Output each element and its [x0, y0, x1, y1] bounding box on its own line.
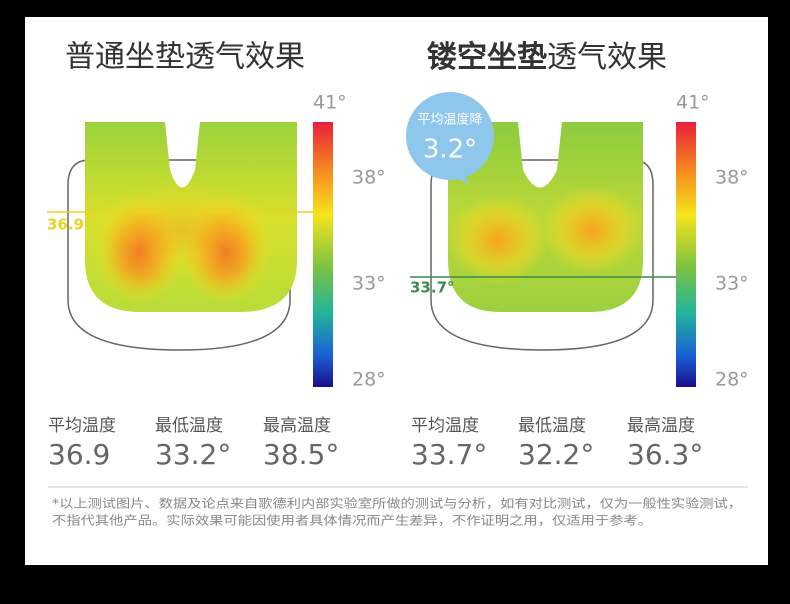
panel-title-rest: 透气效果	[547, 40, 667, 75]
marker-label: 36.9°	[47, 216, 92, 234]
scale-label: 28°	[715, 369, 749, 391]
scale-label: 28°	[352, 369, 386, 391]
color-bar	[676, 122, 696, 387]
seat-outline	[430, 159, 654, 351]
color-bar	[313, 122, 333, 387]
stat-label: 平均温度	[48, 416, 116, 436]
stat-value: 32.2°	[518, 438, 594, 471]
scale-label: 38°	[352, 167, 386, 189]
scale-label: 38°	[715, 167, 749, 189]
scale-label: 41°	[313, 92, 347, 114]
badge-circle	[406, 92, 494, 180]
badge-label: 平均温度降	[417, 112, 482, 128]
stat-value: 38.5°	[263, 438, 339, 471]
stat-value: 36.9	[48, 438, 110, 471]
stat-label: 平均温度	[411, 416, 479, 436]
stat-label: 最高温度	[263, 416, 331, 436]
stat-label: 最低温度	[518, 416, 586, 436]
stat-value: 36.3°	[627, 438, 703, 471]
stat-value: 33.7°	[411, 438, 487, 471]
scale-label: 33°	[715, 273, 749, 295]
heatmap	[448, 122, 643, 312]
scale-label: 41°	[676, 92, 710, 114]
panel-title: 镂空坐垫透气效果	[427, 40, 667, 75]
badge: 平均温度降 3.2°	[406, 92, 494, 185]
panel-title: 普通坐垫透气效果	[65, 40, 305, 75]
footnote: 不指代其他产品。实际效果可能因使用者具体情况而产生差异，不作证明之用，仅适用于参…	[52, 513, 652, 528]
stat-label: 最低温度	[155, 416, 223, 436]
scale-label: 33°	[352, 273, 386, 295]
badge-value: 3.2°	[423, 135, 477, 165]
stat-label: 最高温度	[627, 416, 695, 436]
panel-title-bold: 镂空坐垫	[427, 40, 547, 75]
footnote: *以上测试图片、数据及论点来自歌德利内部实验室所做的测试与分析，如有对比测试，仅…	[52, 496, 742, 511]
marker-label: 33.7°	[410, 279, 455, 297]
stat-value: 33.2°	[155, 438, 231, 471]
